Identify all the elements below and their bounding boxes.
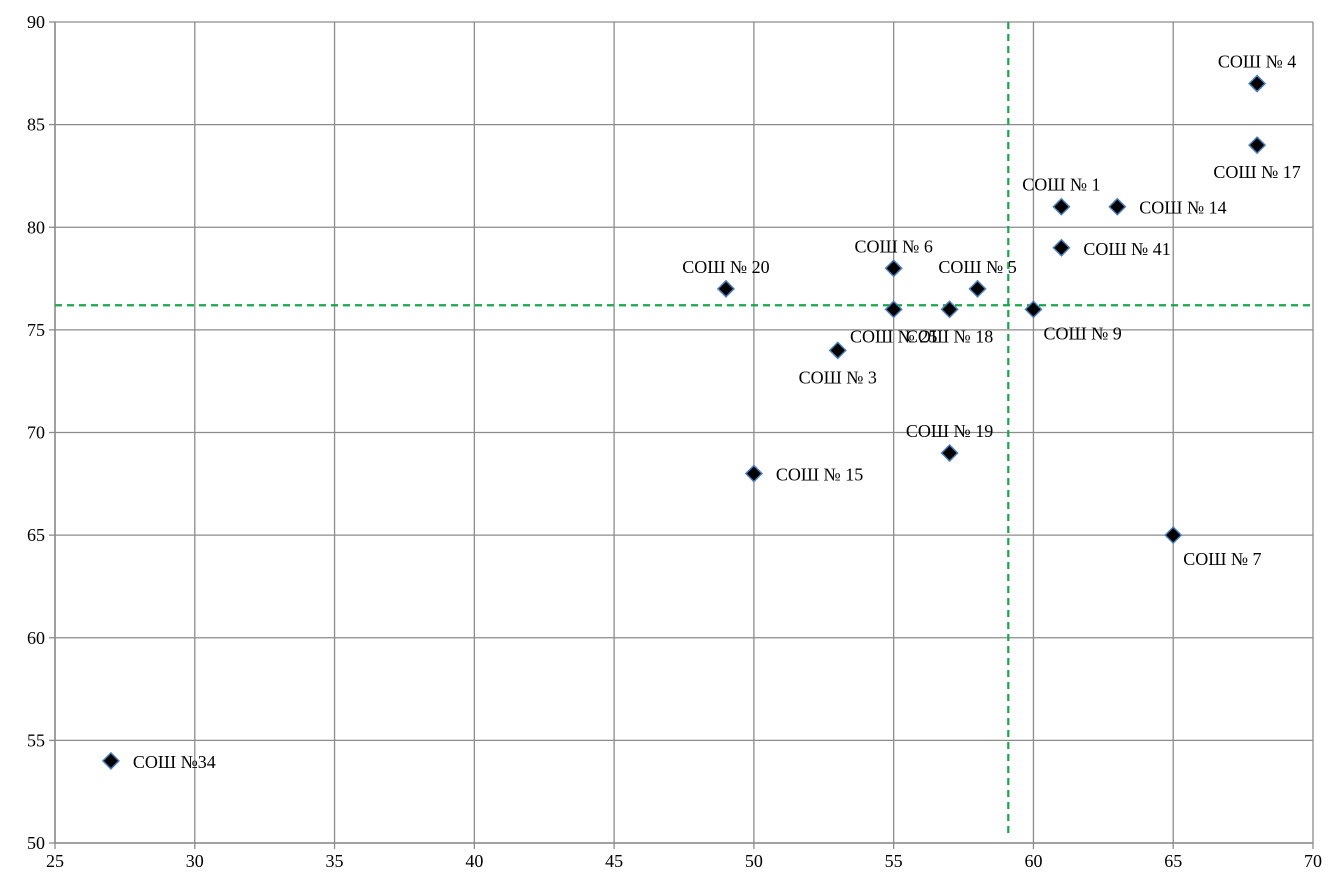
data-point [716,279,735,298]
data-label: СОШ № 17 [1213,162,1300,182]
y-tick-label: 55 [27,730,45,750]
data-point [884,300,903,319]
data-point [1052,238,1071,257]
data-label: СОШ № 1 [1022,175,1100,195]
data-label: СОШ № 20 [682,257,769,277]
x-tick-label: 45 [605,851,623,871]
data-point [940,300,959,319]
reference-lines [55,22,1313,835]
y-tick-label: 70 [27,423,45,443]
data-label: СОШ № 3 [799,367,877,387]
data-points [101,74,1267,770]
data-labels: СОШ № 4 СОШ № 17 СОШ № 1 СОШ № 14 СОШ № 41 СО… [133,52,1301,772]
data-point [101,751,120,770]
data-label: СОШ № 19 [906,421,993,441]
data-label: СОШ № 25 [850,326,937,346]
data-label: СОШ №34 [133,752,216,772]
x-tick-label: 50 [745,851,763,871]
axis-layer: 25 30 35 40 45 50 55 60 65 70 50 55 60 65 70 75 80 85 90 [27,12,1322,871]
data-point [968,279,987,298]
data-label: СОШ № 7 [1183,549,1261,569]
x-tick-label: 25 [46,851,64,871]
data-point [1108,197,1127,216]
y-tick-label: 75 [27,320,45,340]
x-tick-label: 70 [1304,851,1322,871]
x-tick-label: 40 [465,851,483,871]
data-label: СОШ № 5 [938,257,1016,277]
data-label: СОШ № 9 [1043,323,1121,343]
data-point [828,341,847,360]
data-point [1248,136,1267,155]
y-tick-label: 80 [27,217,45,237]
data-point [744,464,763,483]
grid-layer [54,21,1314,844]
x-tick-label: 55 [885,851,903,871]
x-tick-label: 65 [1164,851,1182,871]
y-tick-label: 65 [27,525,45,545]
data-label: СОШ № 14 [1139,198,1226,218]
x-tick-label: 60 [1024,851,1042,871]
x-tick-label: 30 [186,851,204,871]
y-tick-label: 50 [27,833,45,853]
data-point [1248,74,1267,93]
data-label: СОШ № 18 [906,326,993,346]
data-point [940,443,959,463]
data-point [884,259,903,278]
data-label: СОШ № 41 [1083,239,1170,259]
y-tick-label: 85 [27,115,45,135]
data-point [1024,300,1043,319]
data-label: СОШ № 4 [1218,52,1296,72]
data-label: СОШ № 6 [854,236,932,256]
data-label: СОШ № 15 [776,465,863,485]
y-tick-label: 60 [27,628,45,648]
data-point [1052,197,1071,216]
data-point [1164,526,1183,545]
y-tick-label: 90 [27,12,45,32]
x-tick-label: 35 [326,851,344,871]
